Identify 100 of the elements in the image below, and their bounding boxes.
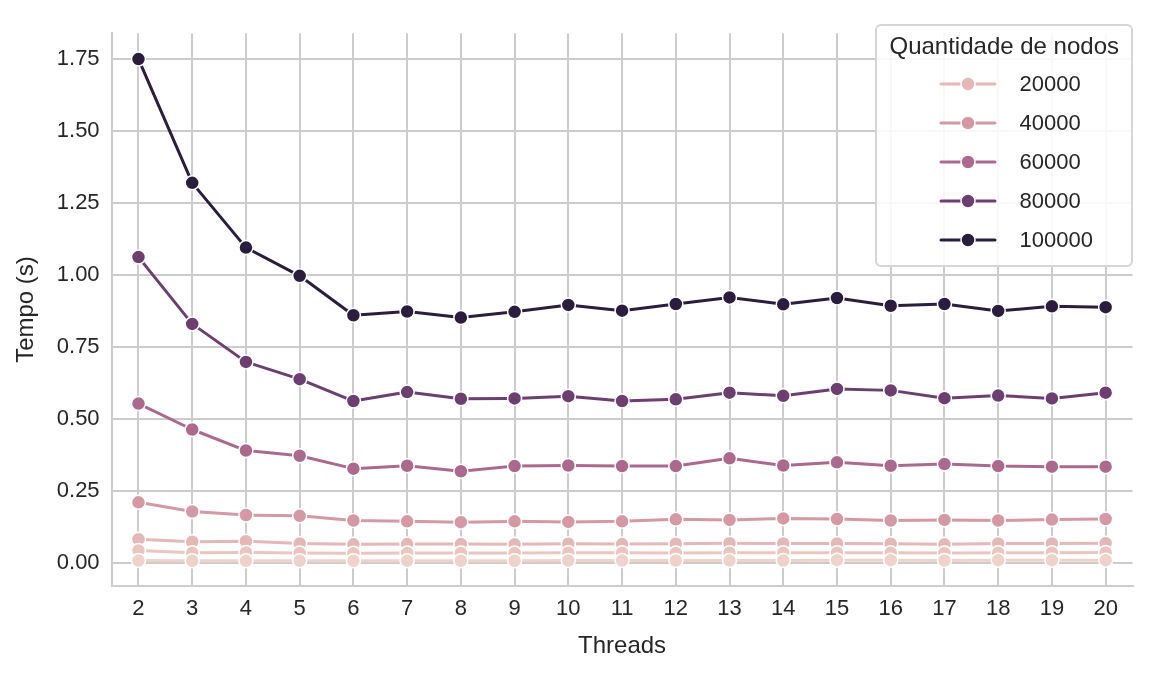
- point: [936, 296, 953, 312]
- point: [668, 511, 684, 528]
- x-tick-label: 15: [824, 595, 850, 621]
- x-tick-label: 13: [717, 595, 742, 621]
- point: [453, 553, 469, 569]
- point: [130, 249, 147, 265]
- y-tick-label: 1.25: [56, 189, 100, 215]
- point: [668, 296, 684, 312]
- point: [345, 307, 362, 324]
- point: [668, 458, 684, 474]
- point: [1044, 390, 1060, 407]
- x-tick-label: 18: [985, 595, 1011, 621]
- point: [130, 395, 147, 412]
- x-axis-title: Threads: [578, 631, 667, 659]
- x-tick-label: 4: [239, 595, 253, 621]
- point: [721, 289, 738, 306]
- point: [882, 552, 899, 568]
- point: [238, 442, 254, 459]
- point: [506, 390, 523, 407]
- point: [238, 354, 254, 370]
- point: [990, 387, 1006, 404]
- point: [614, 513, 630, 530]
- point: [238, 507, 254, 523]
- point: [453, 463, 469, 479]
- point: [399, 384, 415, 400]
- x-tick-label: 10: [556, 595, 581, 621]
- point: [721, 552, 738, 569]
- point: [130, 51, 147, 67]
- point: [936, 552, 953, 569]
- point: [936, 390, 953, 406]
- point: [130, 552, 147, 569]
- point: [829, 381, 845, 397]
- point: [345, 393, 362, 409]
- y-axis-title: Tempo (s): [11, 256, 39, 363]
- point: [775, 296, 791, 313]
- point: [345, 512, 362, 529]
- x-tick-label: 20: [1093, 595, 1118, 621]
- point: [399, 303, 415, 320]
- x-tick-label: 9: [508, 595, 521, 621]
- point: [184, 175, 200, 191]
- point: [990, 512, 1006, 529]
- point: [238, 239, 254, 256]
- point: [345, 553, 362, 569]
- point: [1097, 384, 1114, 401]
- point: [668, 552, 684, 569]
- point: [345, 460, 362, 477]
- point: [560, 297, 577, 313]
- point: [882, 298, 899, 314]
- point: [560, 388, 577, 404]
- x-tick-label: 16: [878, 595, 903, 621]
- point: [506, 553, 523, 569]
- point: [506, 304, 523, 320]
- point: [291, 447, 308, 464]
- point: [721, 450, 738, 467]
- point: [1044, 298, 1060, 315]
- y-tick-label: 0.25: [56, 476, 100, 502]
- point: [399, 513, 415, 530]
- point: [668, 391, 684, 408]
- point: [882, 382, 899, 399]
- point: [936, 512, 953, 528]
- point: [1044, 552, 1060, 568]
- point: [1097, 299, 1114, 315]
- point: [775, 457, 791, 474]
- point: [1097, 511, 1114, 527]
- y-tick-label: 1.00: [56, 261, 100, 287]
- point: [130, 494, 147, 511]
- point: [614, 552, 630, 569]
- point: [1044, 511, 1060, 528]
- x-tick-label: 6: [347, 595, 360, 621]
- point: [291, 508, 308, 524]
- point: [184, 421, 200, 438]
- legend-label: 80000: [1019, 187, 1081, 214]
- y-tick-label: 0.50: [56, 404, 100, 430]
- x-tick-label: 3: [186, 595, 199, 621]
- legend-label: 100000: [1019, 226, 1093, 253]
- point: [829, 454, 845, 471]
- point: [399, 553, 415, 569]
- point: [775, 388, 791, 404]
- point: [291, 553, 308, 569]
- point: [1097, 458, 1114, 475]
- point: [1044, 458, 1060, 475]
- x-tick-label: 14: [771, 595, 796, 621]
- point: [775, 510, 791, 527]
- point: [506, 458, 523, 474]
- point: [560, 457, 577, 474]
- point: [184, 553, 200, 569]
- x-tick-label: 17: [932, 595, 957, 621]
- point: [453, 309, 469, 326]
- y-tick-label: 0.00: [56, 548, 100, 574]
- point: [829, 552, 845, 568]
- x-tick-label: 12: [663, 595, 689, 621]
- x-tick-label: 19: [1039, 595, 1065, 621]
- point: [829, 511, 845, 527]
- x-tick-label: 7: [401, 595, 414, 621]
- y-tick-label: 1.50: [56, 117, 100, 143]
- x-tick-label: 8: [454, 595, 467, 621]
- point: [614, 302, 630, 319]
- point: [721, 384, 738, 401]
- x-tick-label: 11: [610, 595, 634, 621]
- point: [614, 458, 630, 474]
